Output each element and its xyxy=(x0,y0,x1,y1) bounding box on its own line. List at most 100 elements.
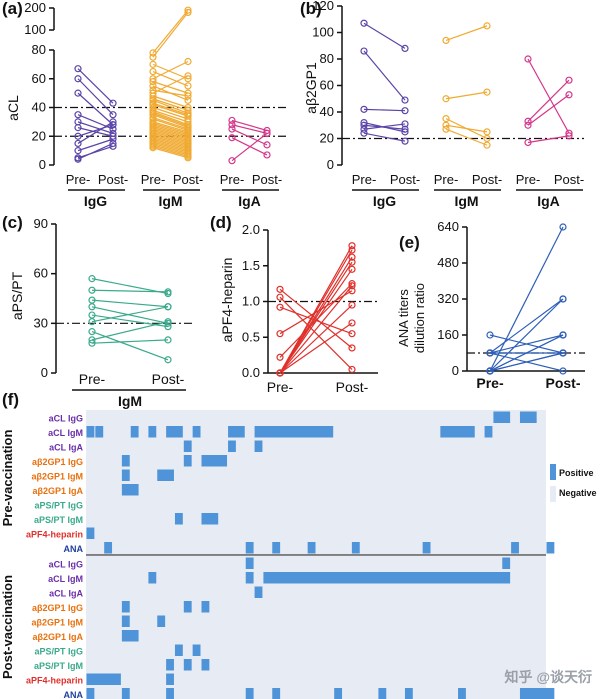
positive-cell xyxy=(157,615,166,627)
x-tick-label-pre: Pre- xyxy=(79,371,106,387)
subject-pair xyxy=(442,125,491,149)
positive-cell xyxy=(121,484,139,496)
post-point xyxy=(263,151,271,159)
subject-pair xyxy=(149,60,192,83)
pair-line xyxy=(152,139,189,152)
pair-line xyxy=(152,75,189,94)
positive-cell xyxy=(121,469,130,481)
panel-label: (f) xyxy=(2,390,19,409)
positive-cell xyxy=(334,688,343,699)
positive-cell xyxy=(166,426,183,438)
row-label: aCL IgM xyxy=(48,574,83,584)
post-point xyxy=(184,89,192,97)
positive-cell xyxy=(351,542,360,554)
positive-cell xyxy=(458,688,466,699)
positive-cell xyxy=(201,455,228,467)
pair-line xyxy=(77,92,114,126)
pre-point xyxy=(276,330,284,338)
row-label: aβ2GP1 IgG xyxy=(32,603,83,613)
positive-cell xyxy=(121,630,139,642)
positive-cell xyxy=(272,688,281,699)
positive-cell xyxy=(272,542,281,554)
legend-negative-label: Negative xyxy=(559,488,597,498)
pair-line xyxy=(91,306,169,323)
positive-cell xyxy=(174,644,183,656)
subject-pair xyxy=(524,91,573,129)
x-tick-label-pre: Pre- xyxy=(141,172,166,187)
row-label: aβ2GP1 IgA xyxy=(32,632,83,642)
pair-line xyxy=(77,145,114,159)
pair-line xyxy=(489,226,564,372)
positive-cell xyxy=(245,688,254,699)
y-tick-label: 20 xyxy=(32,128,46,143)
subject-pair xyxy=(360,47,409,104)
positive-cell xyxy=(440,426,475,438)
y-tick-label: 1.5 xyxy=(242,258,260,273)
pair-line xyxy=(445,124,488,133)
post-point xyxy=(348,253,356,261)
subject-pair xyxy=(149,8,192,61)
pre-point xyxy=(486,331,494,339)
x-tick-label-post: Post- xyxy=(554,172,584,187)
x-tick-label-post: Post- xyxy=(252,172,282,187)
pair-line xyxy=(77,121,114,134)
pre-point xyxy=(442,121,450,129)
pair-line xyxy=(363,132,406,142)
y-tick-label: 640 xyxy=(437,219,459,234)
panel-c: (c) 0 30 60 90 aPS/PT Pre- Post- IgM xyxy=(2,213,192,409)
y-tick-label: 40 xyxy=(32,100,46,115)
panel-a: (a)100 200 0 20 40 60 80 aCL Pre- Post- IgG Pre- Pos… xyxy=(2,0,288,209)
pair-line xyxy=(445,25,488,42)
post-point xyxy=(401,96,409,104)
positive-cell xyxy=(404,688,413,699)
panel-e: (e) 0 160 320 480 640 ANA titers dilution ratio… xyxy=(396,219,585,391)
heatmap-post: aCL IgG aCL IgM aCL IgA aβ2GP1 IgG aβ2GP1 Ig… xyxy=(26,556,555,699)
subject-pair xyxy=(442,121,491,136)
pre-point xyxy=(442,95,450,103)
group-label: IgG xyxy=(84,193,107,209)
pair-line xyxy=(152,106,189,120)
y-tick-label: 90 xyxy=(34,216,48,231)
x-tick-label-pre: Pre- xyxy=(352,172,377,187)
post-point xyxy=(184,96,192,104)
pair-line xyxy=(91,331,169,361)
positive-cell xyxy=(493,411,511,423)
positive-cell xyxy=(422,542,431,554)
post-point xyxy=(401,120,409,128)
pair-line xyxy=(91,339,169,344)
pair-line xyxy=(231,119,268,132)
x-tick-label-pre: Pre- xyxy=(476,375,504,391)
row-label: aCL IgM xyxy=(48,428,83,438)
pair-line xyxy=(77,68,114,104)
subject-pair xyxy=(360,129,409,145)
pre-point xyxy=(74,132,82,140)
pair-line xyxy=(527,79,570,122)
x-tick-label-post: Post- xyxy=(336,379,369,395)
pair-line xyxy=(152,138,189,150)
pre-point xyxy=(88,311,96,319)
positive-cell xyxy=(121,688,130,699)
y-tick-label: 100 xyxy=(24,22,46,37)
post-point xyxy=(109,121,117,129)
pair-line xyxy=(91,299,169,308)
y-tick-label: 30 xyxy=(34,315,48,330)
row-label: aβ2GP1 IgG xyxy=(32,457,83,467)
subject-pair xyxy=(88,336,172,347)
subject-pair xyxy=(524,132,573,147)
post-point xyxy=(401,44,409,53)
panel-f: (f) aCL IgG aCL IgM aCL IgA aβ2GP1 IgG aβ2GP1… xyxy=(0,390,597,699)
y-tick-label: 320 xyxy=(437,291,459,306)
positive-cell xyxy=(228,440,236,452)
pair-line xyxy=(152,116,189,130)
pre-point xyxy=(88,303,96,311)
row-label: aCL IgG xyxy=(49,413,83,423)
row-label: aPF4-heparin xyxy=(26,529,83,539)
post-point xyxy=(263,129,271,137)
y-tick-label: 0 xyxy=(327,157,334,172)
x-tick-label-post: Post- xyxy=(98,172,128,187)
post-point xyxy=(565,132,573,140)
y-axis-label: aPS/PT xyxy=(9,271,25,320)
subject-pair xyxy=(486,295,567,357)
subject-pair xyxy=(276,293,356,374)
pair-line xyxy=(152,95,189,109)
